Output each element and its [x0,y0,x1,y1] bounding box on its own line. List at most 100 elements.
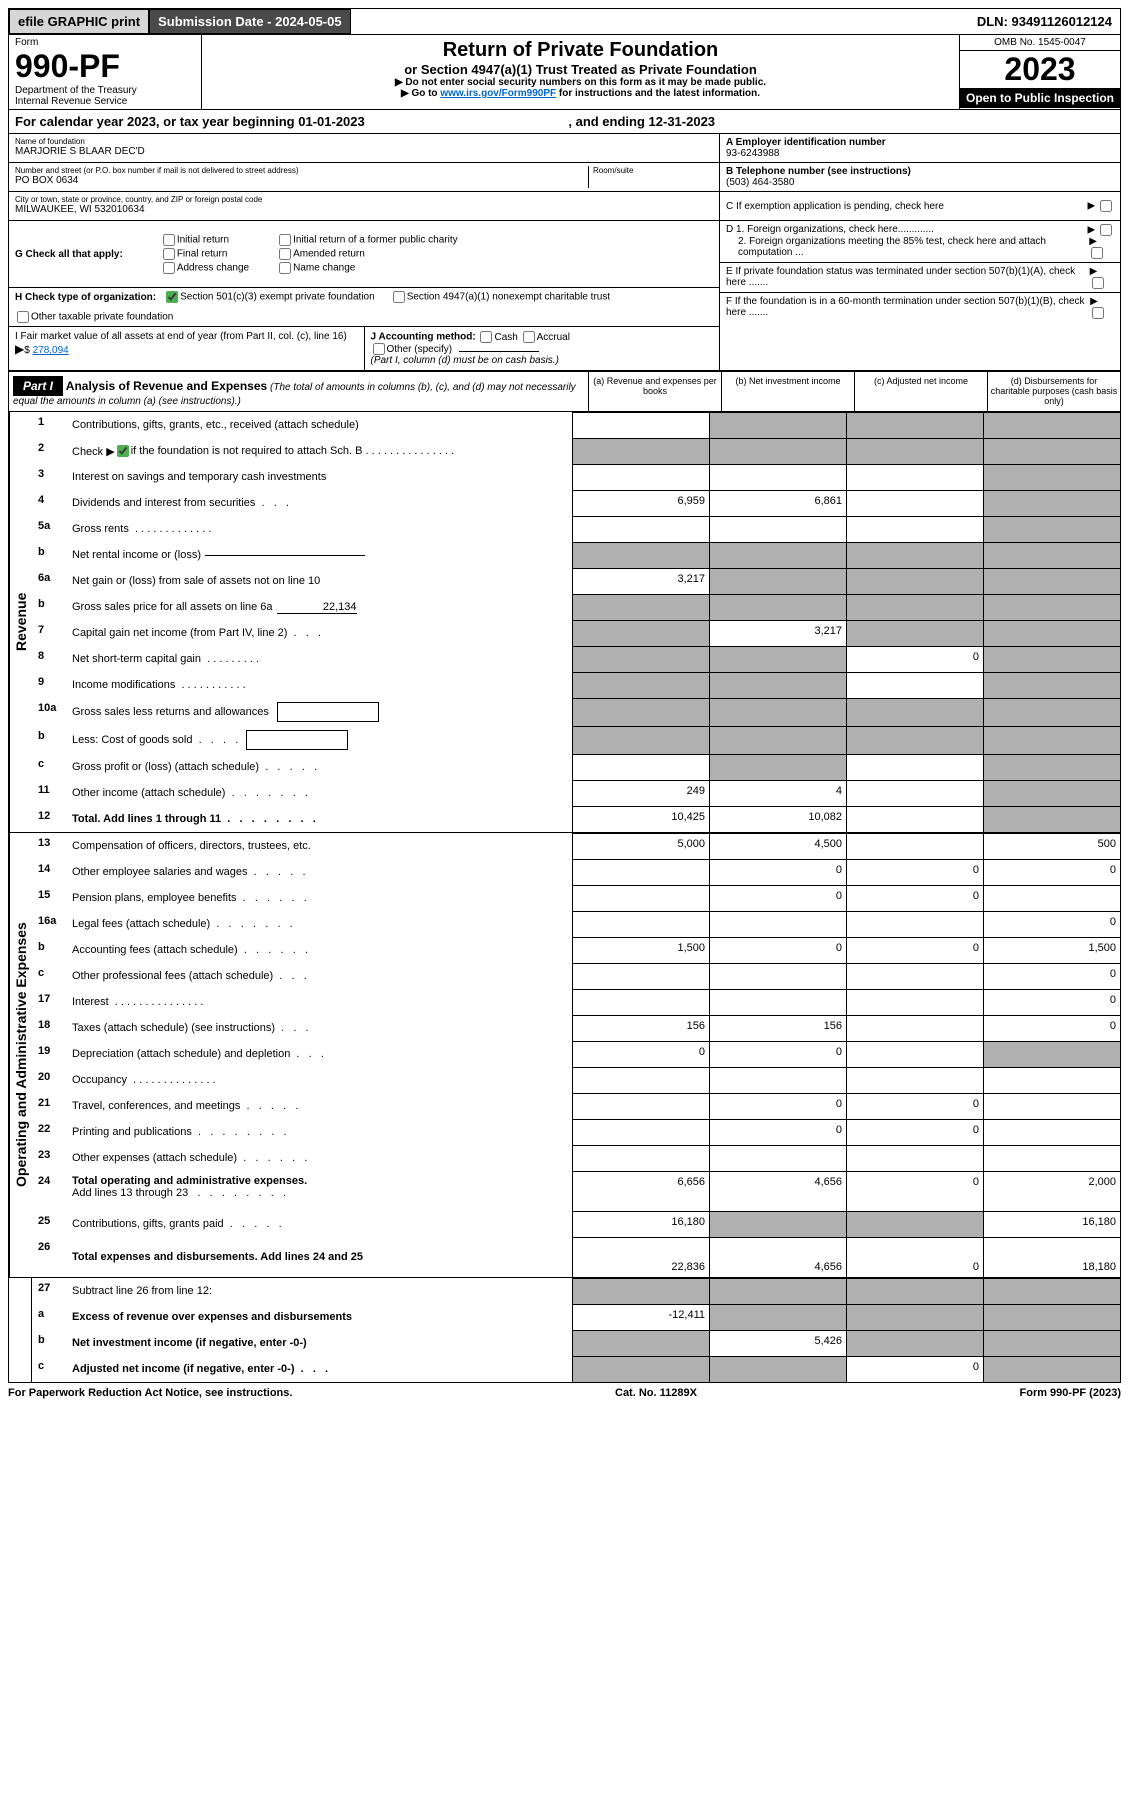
row-num: b [32,726,70,754]
fmv-value-link[interactable]: 278,094 [33,345,69,356]
h-501c3[interactable]: Section 501(c)(3) exempt private foundat… [164,291,375,303]
h-501c3-label: Section 501(c)(3) exempt private foundat… [180,292,375,303]
row-25: 25 Contributions, gifts, grants paid . .… [32,1211,1120,1237]
row-label: Net investment income (if negative, ente… [70,1330,572,1356]
row-num: 15 [32,885,70,911]
ein-label: A Employer identification number [726,137,886,148]
row-label: Interest on savings and temporary cash i… [70,464,572,490]
cell-d [983,1041,1120,1067]
cell-b: 0 [709,859,846,885]
part1-header: Part I Analysis of Revenue and Expenses … [9,371,1120,412]
j-label: J Accounting method: [371,332,476,343]
h-other[interactable]: Other taxable private foundation [15,311,173,323]
row-21: 21 Travel, conferences, and meetings . .… [32,1093,1120,1119]
h-4947-label: Section 4947(a)(1) nonexempt charitable … [407,292,610,303]
g-amended[interactable]: Amended return [277,248,458,260]
city-label: City or town, state or province, country… [15,195,713,204]
row-num: 6a [32,568,70,594]
cell-a: 10,425 [572,806,709,832]
cell-b [709,1278,846,1304]
net-spacer [9,1278,32,1382]
cell-a [572,698,709,726]
cell-c [846,490,983,516]
cell-a [572,438,709,464]
row-label: Income modifications . . . . . . . . . .… [70,672,572,698]
cell-c [846,1145,983,1171]
cell-a [572,542,709,568]
cell-d [983,806,1120,832]
cell-b [709,1211,846,1237]
row-label: Check ▶ if the foundation is not require… [70,438,572,464]
cell-d: 0 [983,963,1120,989]
cell-b [709,911,846,937]
schb-checkbox[interactable] [117,445,129,457]
c-checkbox[interactable] [1100,200,1112,212]
revenue-rows: 1 Contributions, gifts, grants, etc., re… [32,412,1120,832]
g-final[interactable]: Final return [161,248,249,260]
open-to-public: Open to Public Inspection [960,88,1120,108]
cell-a [572,620,709,646]
row-15: 15 Pension plans, employee benefits . . … [32,885,1120,911]
cell-a [572,859,709,885]
cell-d [983,672,1120,698]
j-other[interactable]: Other (specify) [371,344,453,355]
cell-a [572,885,709,911]
cell-d [983,620,1120,646]
expenses-section: Operating and Administrative Expenses 13… [9,832,1120,1277]
cell-a [572,464,709,490]
j-cash[interactable]: Cash [478,332,517,343]
d2-checkbox[interactable] [1091,247,1103,259]
row-num: 1 [32,412,70,438]
g-initial-former[interactable]: Initial return of a former public charit… [277,234,458,246]
row-num: 10a [32,698,70,726]
row-label: Gross rents . . . . . . . . . . . . . [70,516,572,542]
paperwork-notice: For Paperwork Reduction Act Notice, see … [8,1387,292,1399]
row-16b: b Accounting fees (attach schedule) . . … [32,937,1120,963]
cell-d: 2,000 [983,1171,1120,1211]
col-c-header: (c) Adjusted net income [854,372,987,411]
d1-label: D 1. Foreign organizations, check here..… [726,224,934,236]
j-accrual[interactable]: Accrual [521,332,570,343]
cell-a [572,1067,709,1093]
cell-d [983,1119,1120,1145]
cell-d: 0 [983,989,1120,1015]
cell-d [983,698,1120,726]
row-3: 3 Interest on savings and temporary cash… [32,464,1120,490]
cell-a: 3,217 [572,568,709,594]
cell-d [983,1356,1120,1382]
cell-d [983,1145,1120,1171]
f-checkbox[interactable] [1092,307,1104,319]
dln: DLN: 93491126012124 [969,10,1120,33]
row-num: 23 [32,1145,70,1171]
footer: For Paperwork Reduction Act Notice, see … [8,1383,1121,1403]
name-label: Name of foundation [15,137,713,146]
row-label: Other employee salaries and wages . . . … [70,859,572,885]
efile-print-button[interactable]: efile GRAPHIC print [9,9,149,34]
row-label: Travel, conferences, and meetings . . . … [70,1093,572,1119]
g-label: G Check all that apply: [15,249,123,260]
revenue-side-label: Revenue [9,412,32,832]
cell-d: 0 [983,911,1120,937]
row-6b: b Gross sales price for all assets on li… [32,594,1120,620]
cell-a [572,672,709,698]
row-16c: c Other professional fees (attach schedu… [32,963,1120,989]
row-label: Excess of revenue over expenses and disb… [70,1304,572,1330]
g-initial[interactable]: Initial return [161,234,249,246]
g-name-change[interactable]: Name change [277,262,458,274]
row-24: 24 Total operating and administrative ex… [32,1171,1120,1211]
instructions-link[interactable]: www.irs.gov/Form990PF [440,88,556,99]
row-num: b [32,542,70,568]
d1-checkbox[interactable] [1100,224,1112,236]
row-label: Subtract line 26 from line 12: [70,1278,572,1304]
e-checkbox[interactable] [1092,277,1104,289]
g-name-label: Name change [293,263,355,274]
form-number: 990-PF [15,48,195,85]
g-address[interactable]: Address change [161,262,249,274]
cell-d: 0 [983,1015,1120,1041]
h-4947[interactable]: Section 4947(a)(1) nonexempt charitable … [391,291,610,303]
row-num: 5a [32,516,70,542]
cell-b: 4,500 [709,833,846,859]
cell-c [846,568,983,594]
j-note: (Part I, column (d) must be on cash basi… [371,355,559,366]
cell-c: 0 [846,937,983,963]
